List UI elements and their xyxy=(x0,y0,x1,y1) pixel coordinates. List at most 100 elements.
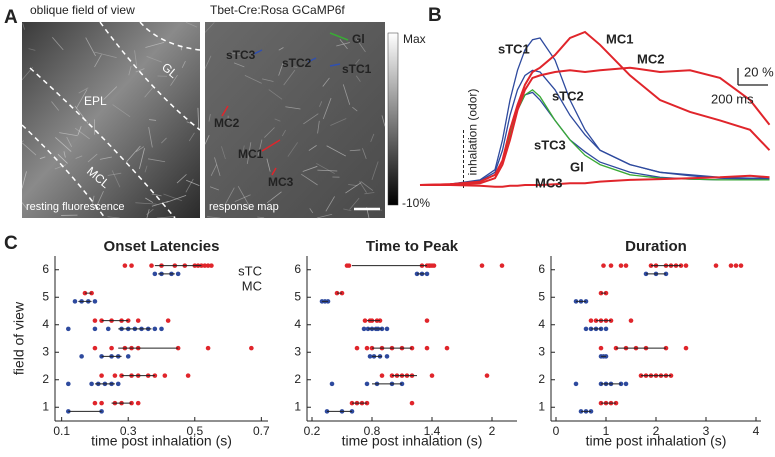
point xyxy=(384,326,390,332)
texture xyxy=(185,178,194,193)
texture xyxy=(151,193,162,197)
texture xyxy=(139,148,145,170)
texture xyxy=(244,74,262,84)
texture xyxy=(135,202,157,205)
point xyxy=(159,326,164,332)
x-tick-label: 0.8 xyxy=(364,424,381,438)
texture xyxy=(266,191,282,204)
fluorescence-image xyxy=(22,22,200,218)
point xyxy=(367,354,373,359)
texture xyxy=(197,107,200,131)
legend-entry: sTC xyxy=(238,263,262,278)
texture xyxy=(268,89,283,100)
point xyxy=(205,345,211,351)
texture xyxy=(342,84,351,105)
texture xyxy=(134,50,138,66)
texture xyxy=(257,139,263,156)
texture xyxy=(319,101,323,107)
texture xyxy=(161,137,167,144)
texture xyxy=(28,48,36,51)
texture xyxy=(246,142,252,165)
point xyxy=(431,263,437,268)
texture xyxy=(145,197,154,203)
texture xyxy=(188,132,195,142)
x-tick-label: 0 xyxy=(553,424,560,438)
texture xyxy=(181,60,186,68)
texture xyxy=(99,156,112,160)
chart-title: Duration xyxy=(625,238,687,255)
point xyxy=(354,345,360,351)
roi-label: MC2 xyxy=(214,116,240,130)
texture xyxy=(302,165,318,172)
texture xyxy=(146,209,150,219)
x-tick-label: 0.1 xyxy=(53,424,70,438)
texture xyxy=(241,145,245,159)
texture xyxy=(208,114,211,122)
point xyxy=(424,271,430,277)
image-caption: response map xyxy=(209,201,279,213)
texture xyxy=(360,181,374,191)
texture xyxy=(274,118,281,122)
layer-label: EPL xyxy=(84,94,107,108)
point xyxy=(92,326,98,332)
point xyxy=(384,354,390,359)
point xyxy=(112,373,118,378)
texture xyxy=(264,127,275,138)
texture xyxy=(326,145,346,157)
roi-label: sTC2 xyxy=(282,56,312,70)
texture xyxy=(266,158,271,172)
point xyxy=(249,345,254,351)
texture xyxy=(78,87,89,94)
texture xyxy=(233,62,245,68)
texture xyxy=(22,142,37,156)
roi-label: MC1 xyxy=(238,147,264,161)
texture xyxy=(234,194,251,202)
y-tick-label: 2 xyxy=(42,372,49,386)
texture xyxy=(330,118,347,126)
panel-label: C xyxy=(4,233,18,254)
texture xyxy=(281,129,286,137)
texture xyxy=(151,201,169,207)
panel-label: A xyxy=(4,7,18,28)
point xyxy=(329,381,335,387)
point xyxy=(105,326,111,332)
texture xyxy=(176,174,187,184)
texture xyxy=(301,173,318,186)
point xyxy=(444,345,450,351)
y-tick-label: 1 xyxy=(538,399,545,413)
texture xyxy=(185,21,198,28)
texture xyxy=(322,97,332,120)
texture xyxy=(21,202,28,210)
texture xyxy=(355,38,366,53)
image-caption: resting fluorescence xyxy=(26,201,124,213)
texture xyxy=(66,136,73,147)
point xyxy=(738,263,744,268)
texture xyxy=(91,195,95,208)
chart-title: Onset Latencies xyxy=(104,238,220,255)
texture xyxy=(308,145,317,151)
texture xyxy=(128,65,132,76)
texture xyxy=(285,106,301,110)
response-map-image xyxy=(205,22,385,218)
roi-pointer xyxy=(307,57,317,63)
texture xyxy=(227,51,242,55)
trace-label: MC1 xyxy=(606,31,633,46)
texture xyxy=(343,208,352,212)
trace-label: sTC3 xyxy=(534,137,566,152)
point xyxy=(152,271,158,277)
texture xyxy=(339,38,348,50)
texture xyxy=(309,208,314,214)
texture xyxy=(147,158,166,163)
y-tick-label: 2 xyxy=(294,372,301,386)
y-tick-label: 5 xyxy=(294,289,301,303)
point xyxy=(66,381,71,387)
point xyxy=(601,263,606,268)
texture xyxy=(76,89,88,109)
point xyxy=(162,373,168,378)
texture xyxy=(146,55,162,63)
texture xyxy=(221,146,226,160)
y-tick-label: 6 xyxy=(294,262,301,276)
y-tick-label: 3 xyxy=(538,344,545,358)
texture xyxy=(94,51,117,59)
